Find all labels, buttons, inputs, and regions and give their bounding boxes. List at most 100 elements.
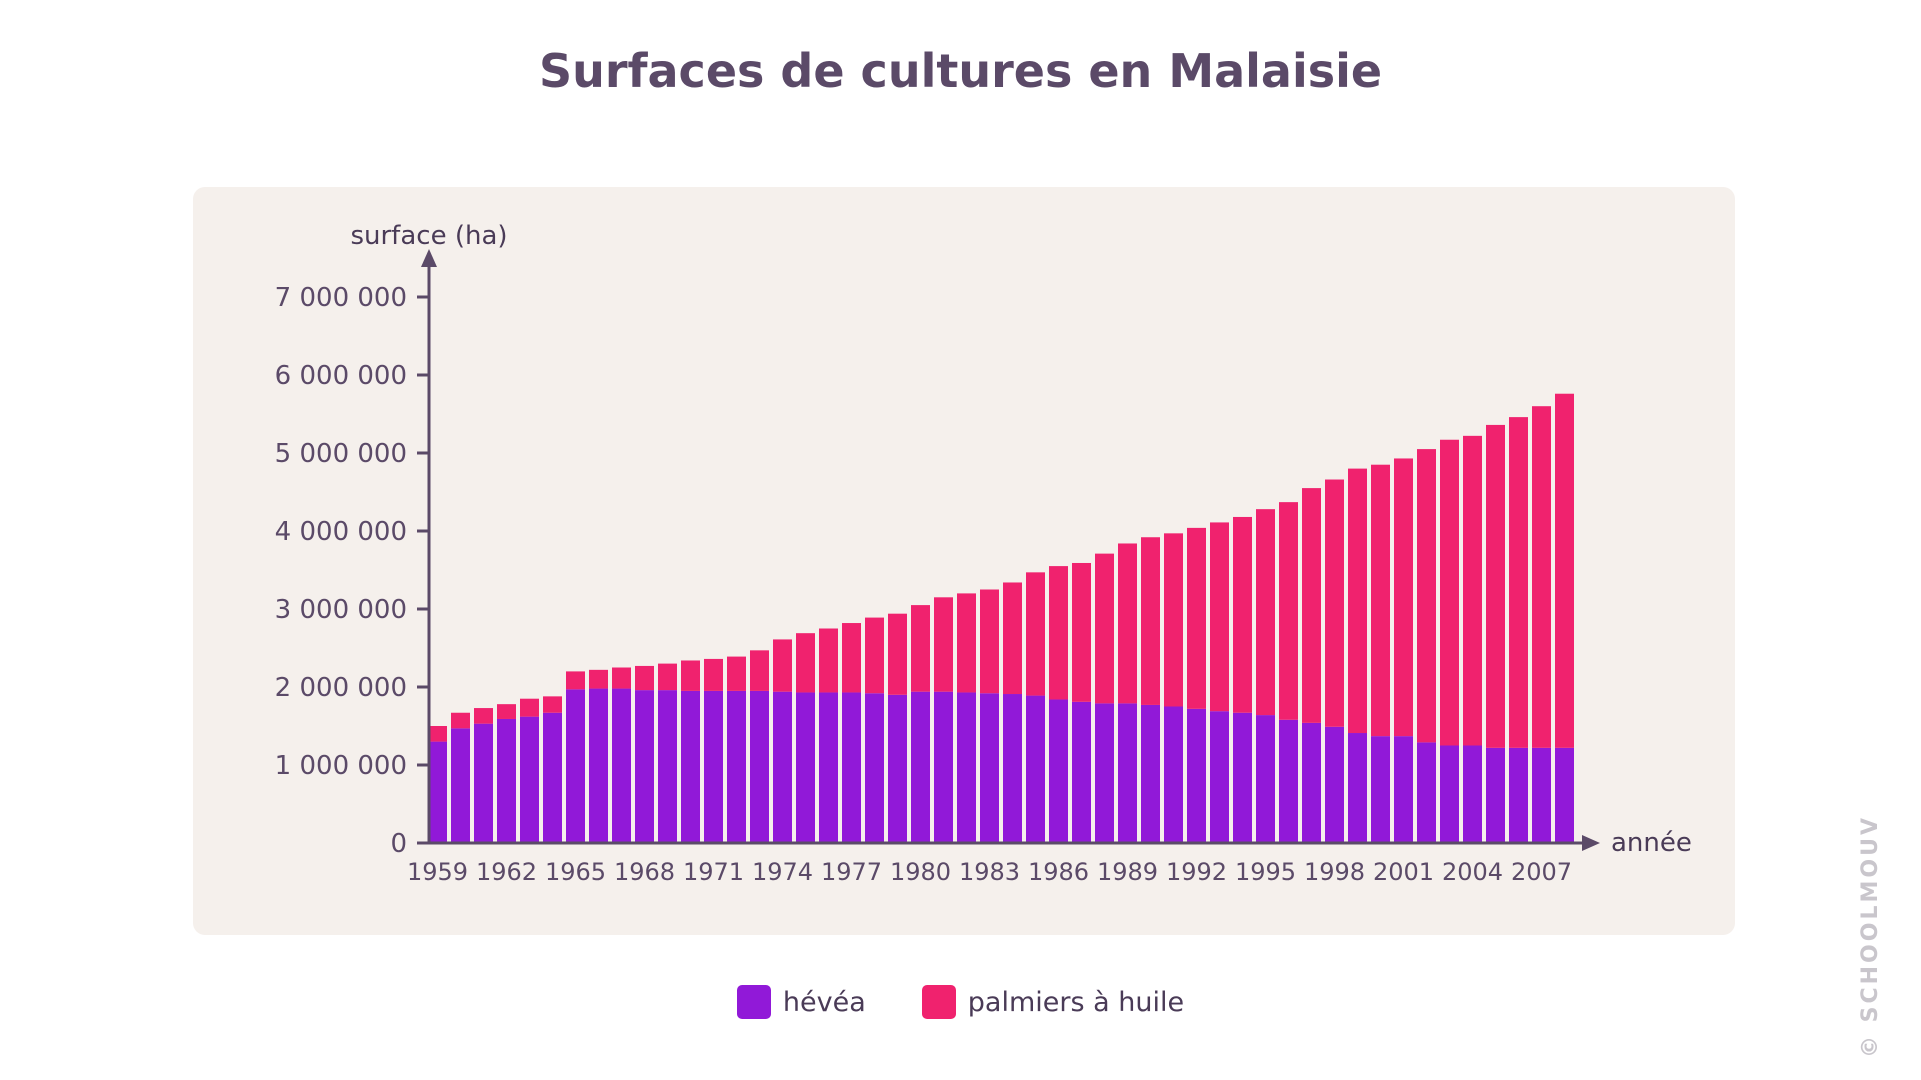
bar-hevea-1964 [543, 712, 562, 843]
bar-hevea-1987 [1072, 701, 1091, 843]
bar-hevea-1968 [635, 690, 654, 843]
bar-palm-1971 [704, 658, 723, 691]
bar-palm-1979 [888, 613, 907, 695]
bar-hevea-1997 [1302, 722, 1321, 843]
bar-hevea-1970 [681, 690, 700, 843]
bar-palm-1964 [543, 696, 562, 713]
bar-palm-1973 [750, 650, 769, 691]
bar-palm-1978 [865, 617, 884, 694]
chart-panel: 0 1 000 000 2 000 000 3 000 000 4 000 000 5 0… [193, 187, 1735, 935]
bar-palm-1990 [1141, 537, 1160, 705]
bar-hevea-1986 [1049, 699, 1068, 843]
bar-hevea-1960 [451, 728, 470, 843]
watermark-logo: © SCHOOLMOUV [1858, 815, 1883, 1058]
bar-palm-1967 [612, 667, 631, 689]
bar-hevea-1974 [773, 691, 792, 843]
x-axis-label: année [1611, 828, 1692, 858]
bar-hevea-1965 [566, 689, 585, 843]
bar-hevea-2005 [1486, 747, 1505, 843]
x-tick-label: 1986 [1028, 858, 1089, 886]
legend-label-palm: palmiers à huile [967, 986, 1185, 1018]
stacked-bar-chart: 0 1 000 000 2 000 000 3 000 000 4 000 000 5 0… [275, 221, 1692, 886]
bar-hevea-2008 [1555, 747, 1574, 843]
y-tick-label: 4 000 000 [275, 517, 407, 547]
bar-hevea-1969 [658, 690, 677, 843]
bar-hevea-1972 [727, 690, 746, 843]
bar-palm-1989 [1118, 543, 1137, 704]
bar-hevea-1999 [1348, 733, 1367, 843]
bar-hevea-1991 [1164, 706, 1183, 843]
bar-palm-1985 [1026, 572, 1045, 696]
legend-item-palm: palmiers à huile [921, 985, 1185, 1019]
bar-palm-2007 [1532, 406, 1551, 748]
bar-hevea-1988 [1095, 703, 1114, 843]
y-tick-label: 2 000 000 [275, 673, 407, 703]
bar-palm-1965 [566, 671, 585, 690]
bar-palm-1999 [1348, 468, 1367, 734]
bar-palm-2000 [1371, 464, 1390, 737]
bar-palm-1966 [589, 669, 608, 689]
x-tick-label: 1959 [407, 858, 468, 886]
bar-hevea-1989 [1118, 703, 1137, 843]
bar-palm-1986 [1049, 566, 1068, 700]
x-tick-label: 1965 [545, 858, 606, 886]
bar-palm-1994 [1233, 516, 1252, 713]
bar-hevea-1990 [1141, 704, 1160, 843]
bar-palm-1976 [819, 628, 838, 693]
bar-palm-1972 [727, 656, 746, 691]
bar-palm-1968 [635, 665, 654, 691]
legend-swatch-hevea [736, 985, 771, 1019]
bar-hevea-1976 [819, 692, 838, 843]
bar-hevea-2002 [1417, 742, 1436, 843]
bar-palm-1961 [474, 708, 493, 724]
x-tick-label: 1995 [1235, 858, 1296, 886]
bar-palm-1970 [681, 660, 700, 691]
bar-palm-1969 [658, 663, 677, 691]
bar-palm-1977 [842, 623, 861, 693]
bar-hevea-1963 [520, 716, 539, 843]
x-tick-label: 2007 [1511, 858, 1572, 886]
bar-hevea-1998 [1325, 726, 1344, 843]
bar-palm-1996 [1279, 502, 1298, 720]
chart-title: Surfaces de cultures en Malaisie [538, 44, 1383, 98]
bar-hevea-1980 [911, 691, 930, 843]
x-tick-label: 1992 [1166, 858, 1227, 886]
bar-hevea-1983 [980, 693, 999, 843]
bar-hevea-1959 [428, 741, 447, 843]
bar-palm-2003 [1440, 439, 1459, 746]
y-tick-label: 6 000 000 [275, 361, 407, 391]
legend: hévéa palmiers à huile [0, 985, 1921, 1019]
y-tick-label: 7 000 000 [275, 283, 407, 313]
legend-label-hevea: hévéa [782, 986, 866, 1018]
bar-hevea-2004 [1463, 745, 1482, 843]
bar-hevea-1985 [1026, 695, 1045, 843]
y-axis-label: surface (ha) [350, 221, 507, 251]
bar-hevea-1984 [1003, 694, 1022, 843]
bar-palm-2004 [1463, 435, 1482, 746]
bar-palm-1984 [1003, 582, 1022, 695]
bar-palm-1995 [1256, 509, 1275, 716]
y-tick-label: 5 000 000 [275, 439, 407, 469]
bar-palm-1983 [980, 589, 999, 694]
bar-palm-1991 [1164, 533, 1183, 707]
bar-hevea-1981 [934, 691, 953, 843]
x-tick-label: 1971 [683, 858, 744, 886]
bar-palm-1988 [1095, 553, 1114, 704]
bar-hevea-1967 [612, 688, 631, 843]
bar-palm-1992 [1187, 527, 1206, 709]
bar-palm-1960 [451, 712, 470, 729]
x-tick-label: 1968 [614, 858, 675, 886]
bar-palm-2006 [1509, 417, 1528, 748]
bar-palm-1987 [1072, 562, 1091, 702]
bar-hevea-1996 [1279, 719, 1298, 843]
bar-palm-2005 [1486, 424, 1505, 748]
bar-hevea-2000 [1371, 736, 1390, 843]
y-axis-arrow [421, 249, 437, 267]
bar-palm-1981 [934, 597, 953, 692]
legend-item-hevea: hévéa [736, 985, 866, 1019]
bar-palm-1959 [428, 726, 447, 742]
bar-palm-2001 [1394, 458, 1413, 737]
x-tick-label: 1980 [890, 858, 951, 886]
bar-hevea-1978 [865, 693, 884, 843]
x-tick-label: 1974 [752, 858, 813, 886]
